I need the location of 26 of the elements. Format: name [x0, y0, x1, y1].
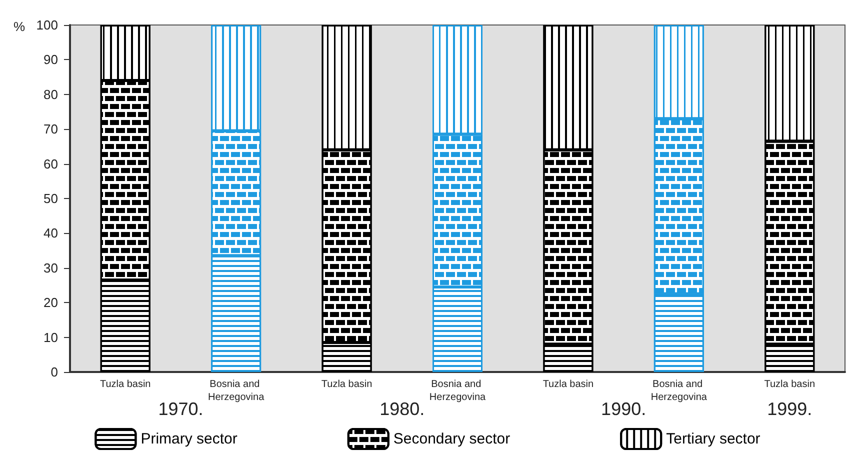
y-tick-label: 40: [44, 226, 58, 241]
y-tick-label: 90: [44, 52, 58, 68]
x-tick-label: Tuzla basin: [100, 379, 151, 390]
text: 1990.: [601, 399, 646, 419]
x-tick-label: Bosnia and Herzegovina: [650, 379, 708, 403]
x-tick-label: Tuzla basin: [321, 379, 372, 390]
y-tick-label: 100: [36, 18, 58, 32]
legend-label: Tertiary sector: [666, 430, 760, 448]
x-tick-label: Bosnia and Herzegovina: [208, 379, 265, 403]
y-tick-label: 60: [44, 156, 58, 172]
y-tick-label: 0: [50, 364, 58, 380]
legend-label: Secondary sector: [393, 430, 510, 448]
text: 1980.: [380, 399, 425, 419]
legend-label: Primary sector: [140, 430, 238, 448]
y-tick-label: 70: [44, 122, 58, 137]
x-tick-label: Bosnia and Herzegovina: [429, 379, 486, 403]
text: 1970.: [158, 399, 204, 419]
x-tick-label: Tuzla basin: [542, 379, 594, 390]
x-tick-label: Tuzla basin: [764, 379, 816, 390]
y-tick-label: 80: [44, 86, 58, 102]
y-tick-label: 20: [44, 295, 58, 310]
y-axis-title: %: [13, 19, 26, 34]
y-tick-label: 50: [44, 191, 58, 206]
text: 1999.: [767, 399, 812, 419]
y-tick-label: 10: [44, 330, 58, 345]
y-tick-label: 30: [44, 260, 58, 276]
